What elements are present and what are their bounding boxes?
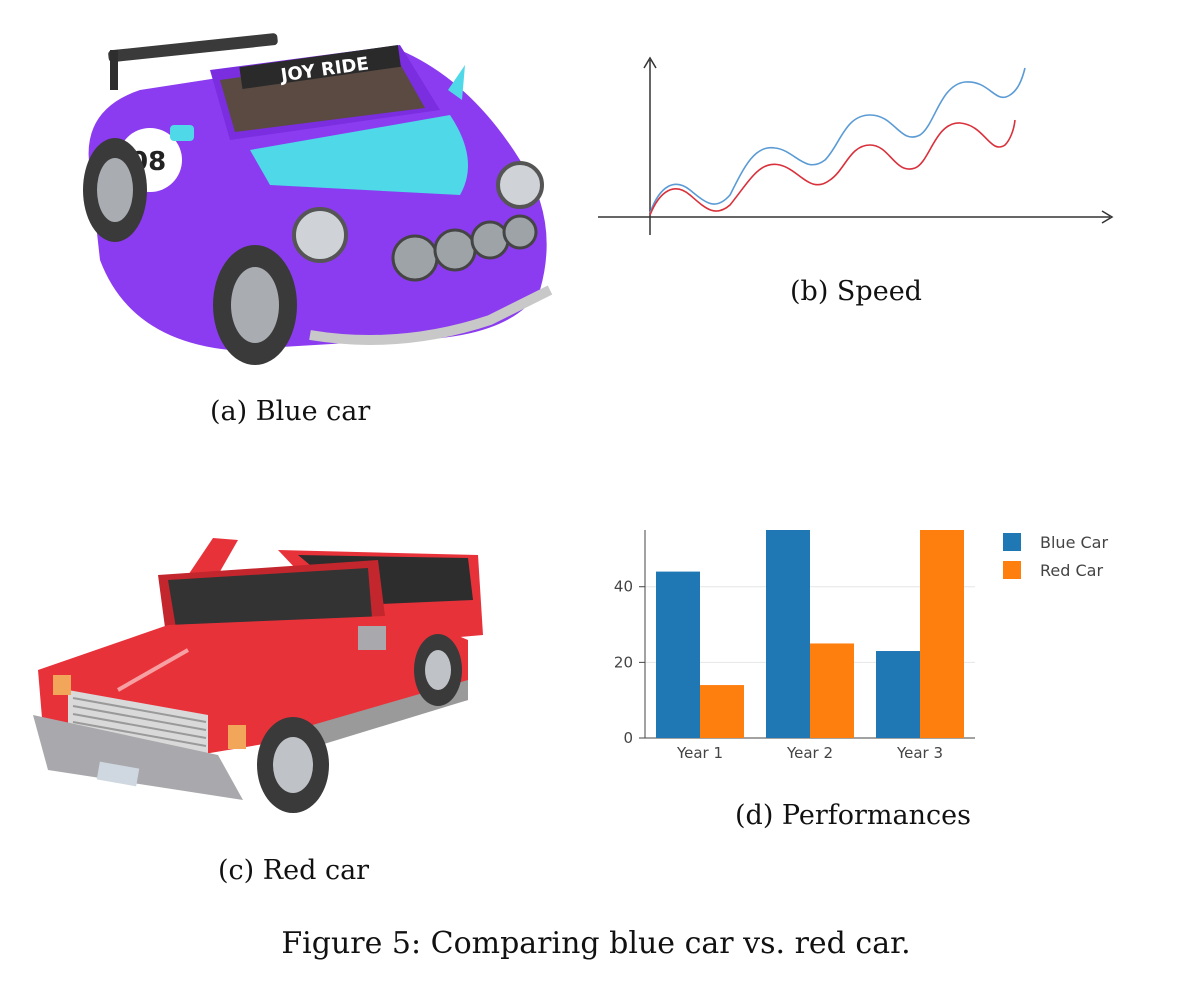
legend-label: Red Car (1040, 561, 1103, 580)
blue-car-image: JOY RIDE 08 (70, 20, 570, 370)
speed-line-blue (649, 67, 1026, 214)
bar-blue-car-3 (876, 651, 920, 738)
y-tick-label: 20 (614, 653, 633, 671)
x-tick-label: Year 1 (676, 744, 723, 762)
bar-red-car-2 (810, 643, 854, 738)
caption-a: (a) Blue car (210, 396, 371, 427)
x-tick-label: Year 3 (896, 744, 943, 762)
speed-line-red (649, 119, 1016, 216)
caption-c: (c) Red car (218, 855, 370, 886)
y-tick-label: 40 (614, 578, 633, 596)
legend-label: Blue Car (1040, 533, 1108, 552)
figure-caption: Figure 5: Comparing blue car vs. red car… (281, 926, 911, 961)
red-car-image (28, 530, 498, 830)
y-tick-label: 0 (623, 729, 633, 747)
bar-blue-car-2 (766, 530, 810, 738)
performance-chart: 0 20 40 Year 1 Year 2 Year 3 Blue Car Red Car (590, 515, 1150, 775)
bar-blue-car-1 (656, 571, 700, 738)
bar-red-car-3 (920, 530, 964, 738)
legend-swatch (1003, 561, 1021, 579)
speed-chart (590, 50, 1130, 250)
bar-red-car-1 (700, 685, 744, 738)
legend-swatch (1003, 533, 1021, 551)
x-tick-label: Year 2 (786, 744, 833, 762)
caption-b: (b) Speed (790, 276, 922, 307)
caption-d: (d) Performances (735, 800, 971, 831)
